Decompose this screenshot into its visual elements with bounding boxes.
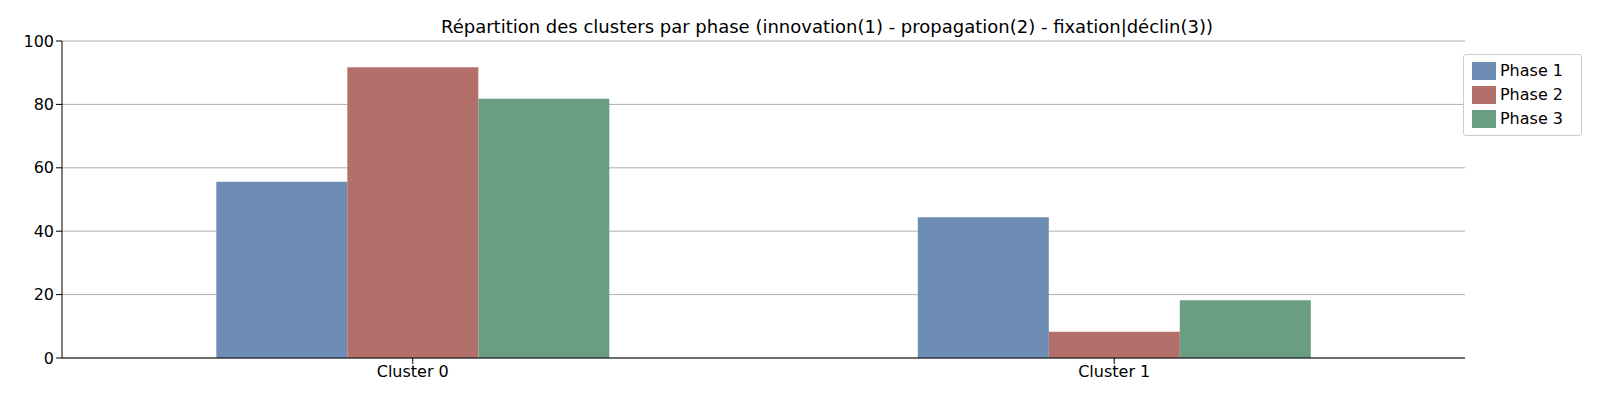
html-text:Phase 2: Phase 2 xyxy=(1500,84,1563,104)
svg-text:Cluster 1: Cluster 1 xyxy=(1078,362,1150,381)
svg-text:0: 0 xyxy=(44,349,54,368)
svg-text:Cluster 0: Cluster 0 xyxy=(377,362,449,381)
svg-text:80: 80 xyxy=(34,95,54,114)
svg-text:60: 60 xyxy=(34,158,54,177)
html-text:Phase 3: Phase 3 xyxy=(1500,108,1563,128)
svg-text:40: 40 xyxy=(34,222,54,241)
svg-text:20: 20 xyxy=(34,285,54,304)
html-text:Phase 1: Phase 1 xyxy=(1500,60,1563,80)
svg-text:100: 100 xyxy=(23,32,54,51)
html-text:Répartition des clusters par p: Répartition des clusters par phase (inno… xyxy=(441,16,1213,37)
